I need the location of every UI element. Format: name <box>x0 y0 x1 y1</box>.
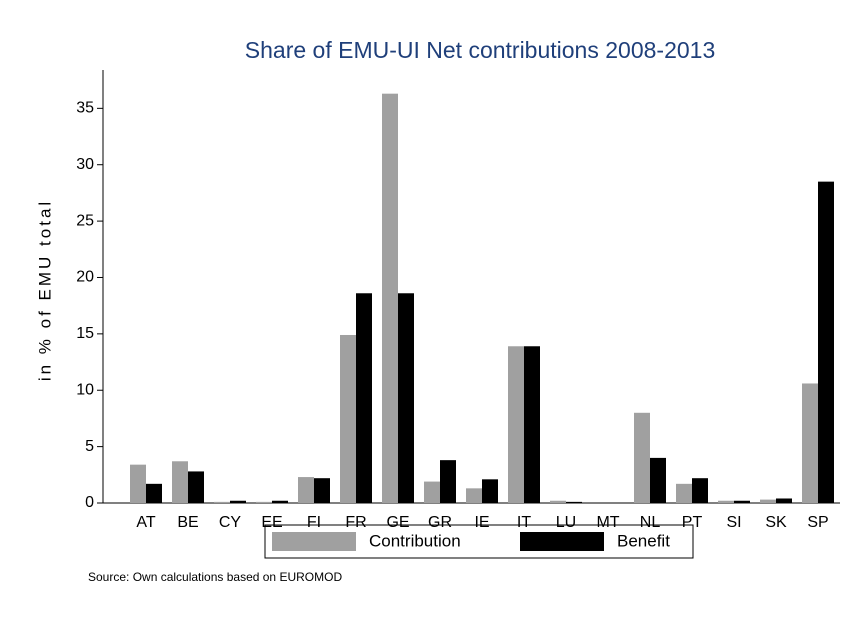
x-tick-label: EE <box>261 514 282 531</box>
x-tick-label: GE <box>386 514 409 531</box>
bar <box>482 479 498 503</box>
x-tick-label: IE <box>474 514 489 531</box>
x-tick-label: MT <box>596 514 619 531</box>
bar <box>256 501 272 503</box>
bar <box>550 500 566 503</box>
bar <box>172 461 188 503</box>
bar <box>676 483 692 503</box>
y-axis-label: in % of EMU total <box>35 199 54 381</box>
bar <box>734 500 750 503</box>
bar <box>524 346 540 503</box>
bar <box>692 478 708 503</box>
bar <box>356 293 372 503</box>
x-tick-label: AT <box>136 514 155 531</box>
bar <box>634 412 650 503</box>
bar <box>130 464 146 503</box>
x-tick-label: BE <box>177 514 198 531</box>
y-tick-label: 25 <box>76 212 94 229</box>
bar <box>340 334 356 503</box>
legend-label: Contribution <box>369 531 461 550</box>
y-tick-label: 5 <box>85 438 94 455</box>
x-tick-label: CY <box>219 514 242 531</box>
y-tick-label: 0 <box>85 494 94 511</box>
y-tick-label: 10 <box>76 381 94 398</box>
bar <box>802 383 818 503</box>
x-tick-label: FI <box>307 514 321 531</box>
y-tick-label: 35 <box>76 100 94 117</box>
y-tick-label: 20 <box>76 269 94 286</box>
x-tick-label: PT <box>682 514 703 531</box>
x-tick-label: GR <box>428 514 452 531</box>
x-tick-label: SK <box>765 514 787 531</box>
bar <box>382 93 398 503</box>
legend-swatch <box>520 532 604 551</box>
y-tick-label: 15 <box>76 325 94 342</box>
bar <box>776 498 792 503</box>
bar <box>650 457 666 503</box>
x-tick-label: IT <box>517 514 531 531</box>
x-tick-label: SI <box>726 514 741 531</box>
bar <box>424 481 440 503</box>
x-tick-label: FR <box>345 514 366 531</box>
bar <box>314 478 330 503</box>
y-tick-label: 30 <box>76 156 94 173</box>
bar <box>818 181 834 503</box>
bar <box>760 499 776 503</box>
x-tick-label: SP <box>807 514 828 531</box>
bar <box>466 488 482 503</box>
bar <box>298 477 314 503</box>
x-tick-label: NL <box>640 514 661 531</box>
legend-label: Benefit <box>617 531 670 550</box>
bar <box>718 500 734 503</box>
bar <box>398 293 414 503</box>
bar <box>188 471 204 503</box>
bar <box>272 500 288 503</box>
bar <box>508 346 524 503</box>
chart-title: Share of EMU-UI Net contributions 2008-2… <box>245 37 715 63</box>
legend-swatch <box>272 532 356 551</box>
bar <box>440 460 456 503</box>
source-note: Source: Own calculations based on EUROMO… <box>88 570 342 584</box>
bar <box>230 500 246 503</box>
bar <box>214 501 230 503</box>
bar <box>146 483 162 503</box>
bar <box>566 501 582 503</box>
x-tick-label: LU <box>556 514 576 531</box>
